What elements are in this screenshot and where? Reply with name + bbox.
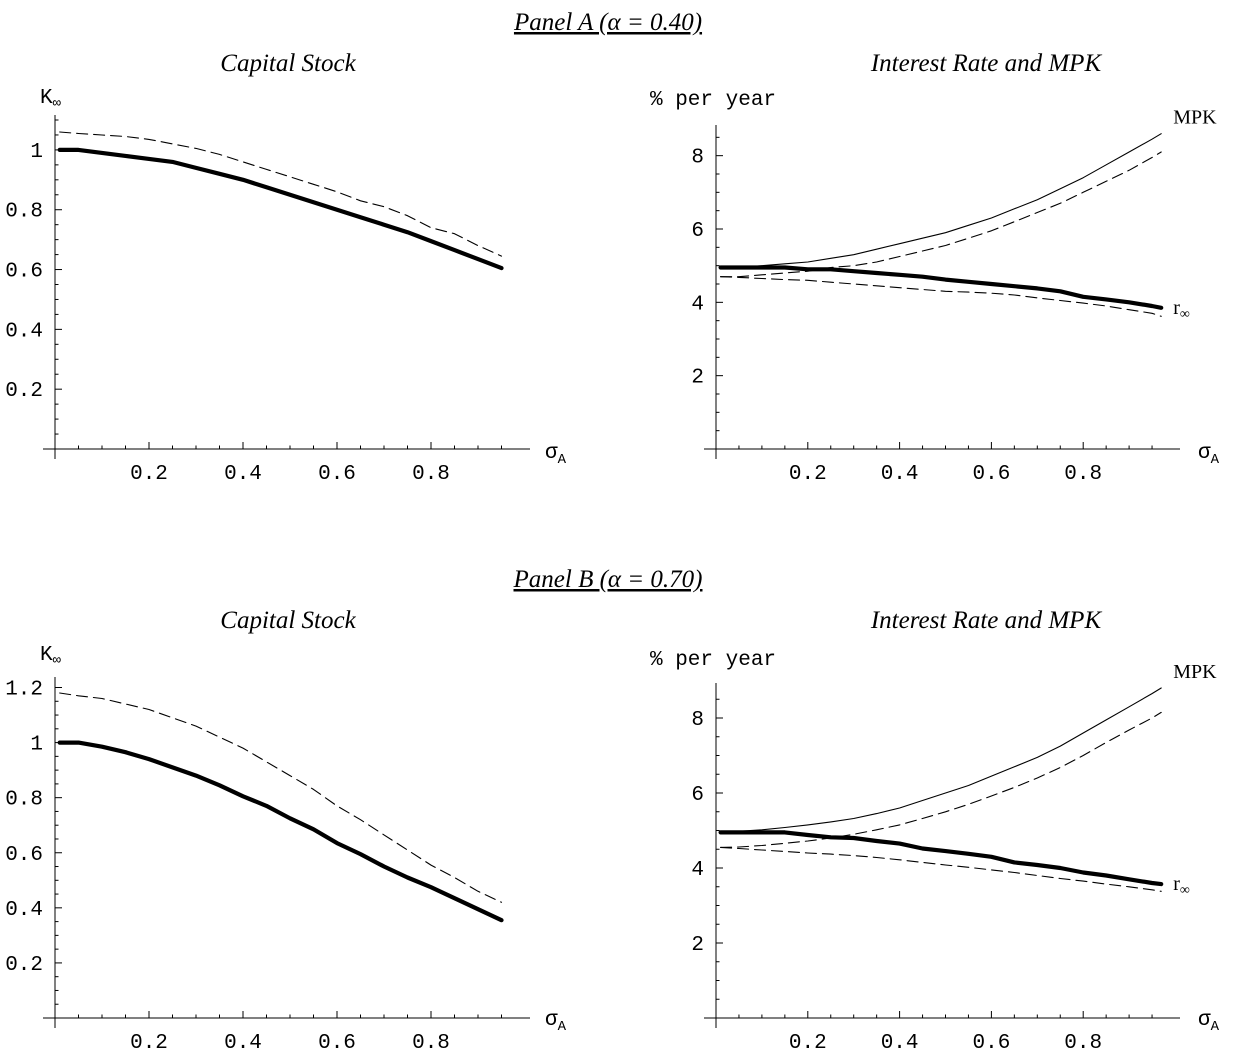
y-tick-label: 1 [30,734,43,757]
x-tick-label: 0.6 [972,463,1010,486]
series-line-dashed [720,711,1162,848]
x-axis-label-text: σ [545,442,558,465]
y-tick-label: 0.4 [5,320,43,343]
y-tick-label: 8 [691,147,704,170]
y-axis-label-sub: ∞ [53,96,62,112]
y-tick-label: 6 [691,220,704,243]
y-tick-label: 2 [691,367,704,390]
y-tick-label: 1.2 [5,679,43,702]
series-label-r-inf: r∞ [1173,297,1190,322]
y-axis-label: K∞ [40,87,62,112]
y-axis-label-text: K [40,87,53,110]
x-tick-label: 0.2 [130,1032,168,1051]
panel-a-title: Panel A (α = 0.40) [513,9,702,36]
x-tick-label: 0.8 [412,463,450,486]
chart-b-capital-stock: Capital Stock 0.2 0.4 0.6 0.8 0.2 0.4 0.6 0.8 1 1… [5,607,566,1051]
series-label-mpk: MPK [1173,107,1217,129]
y-tick-label: 0.8 [5,201,43,224]
x-tick-label: 0.8 [1064,1032,1102,1051]
y-tick-label: 4 [691,293,704,316]
x-axis-label: σA [1198,1009,1220,1035]
x-axis-label-sub: A [1211,452,1220,468]
y-tick-label: 0.6 [5,844,43,867]
x-axis-label: σA [545,442,567,468]
y-axis-label: % per year [650,89,776,112]
series-line-dashed [59,692,503,903]
y-axis-label-sub: ∞ [53,653,62,669]
series-line-line [57,740,504,923]
y-tick-label: 4 [691,859,704,882]
y-tick-label: 0.4 [5,899,43,922]
chart-b-interest-rate: Interest Rate and MPK 0.2 0.4 0.6 0.8 2 4 6 8 % … [650,607,1220,1051]
y-tick-label: 6 [691,784,704,807]
series-line-mpk [720,687,1162,833]
series-line-line [57,147,504,271]
x-axis-label-text: σ [1198,442,1211,465]
y-axis-label: K∞ [40,644,62,669]
series-label-r-inf: r∞ [1173,873,1190,898]
panel-b-title: Panel B (α = 0.70) [513,566,703,593]
y-tick-label: 0.6 [5,261,43,284]
series-line-r [718,265,1164,310]
series-line-r [718,830,1164,887]
chart-title: Capital Stock [220,607,356,634]
x-axis-label-sub: A [1211,1019,1220,1035]
series-line-dashed [720,276,1162,317]
x-tick-label: 0.6 [972,1032,1010,1051]
x-tick-label: 0.8 [1064,463,1102,486]
x-axis-label-text: σ [1198,1009,1211,1032]
y-axis-label-text: K [40,644,53,667]
chart-a-capital-stock: Capital Stock 0.2 0.4 0.6 0.8 0.2 0.4 0.6 0.8 1 K… [5,50,566,486]
series-label-mpk: MPK [1173,661,1217,683]
x-axis-label-sub: A [558,1019,567,1035]
y-axis-label-text: % per year [650,89,776,112]
x-tick-label: 0.6 [318,463,356,486]
series-line-dashed [720,151,1162,278]
y-tick-label: 1 [30,141,43,164]
series-line-dashed [720,846,1162,892]
series-line-dashed [59,131,503,257]
x-axis-label: σA [545,1009,567,1035]
x-tick-label: 0.4 [224,1032,262,1051]
x-tick-label: 0.2 [789,1032,827,1051]
y-tick-label: 0.2 [5,380,43,403]
x-tick-label: 0.4 [224,463,262,486]
chart-title: Capital Stock [220,50,356,77]
chart-title: Interest Rate and MPK [870,607,1103,634]
x-axis-label-sub: A [558,452,567,468]
x-tick-label: 0.8 [412,1032,450,1051]
y-tick-label: 8 [691,709,704,732]
y-axis-label: % per year [650,649,776,672]
x-axis-label-text: σ [545,1009,558,1032]
y-tick-label: 0.8 [5,789,43,812]
y-axis-label-text: % per year [650,649,776,672]
x-tick-label: 0.2 [130,463,168,486]
chart-title: Interest Rate and MPK [870,50,1103,77]
x-tick-label: 0.4 [881,1032,919,1051]
chart-a-interest-rate: Interest Rate and MPK 0.2 0.4 0.6 0.8 2 4 6 8 % … [650,50,1220,486]
series-line-mpk [720,133,1162,269]
x-tick-label: 0.6 [318,1032,356,1051]
y-tick-label: 2 [691,934,704,957]
x-axis-label: σA [1198,442,1220,468]
x-tick-label: 0.4 [881,463,919,486]
x-tick-label: 0.2 [789,463,827,486]
y-tick-label: 0.2 [5,954,43,977]
